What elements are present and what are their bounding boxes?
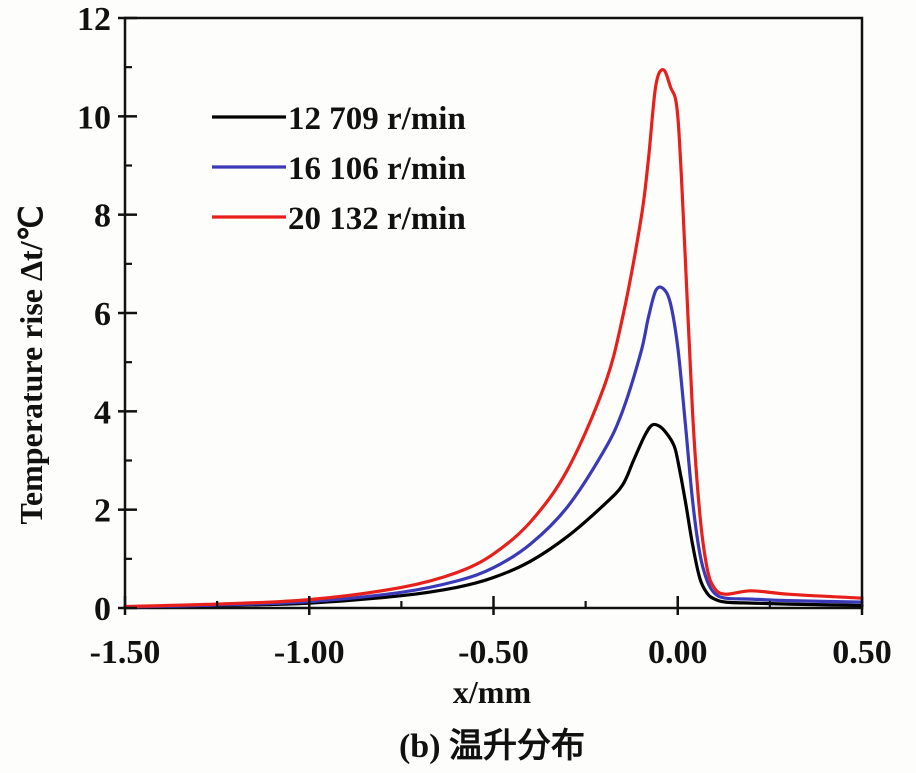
plot-frame xyxy=(123,16,864,610)
legend: 12 709 r/min 16 106 r/min 20 132 r/min xyxy=(212,101,466,237)
x-tick-label: 0.50 xyxy=(832,634,892,671)
x-tick-label: -1.00 xyxy=(274,634,345,671)
legend-label: 12 709 r/min xyxy=(288,101,466,137)
series-line-3 xyxy=(123,68,864,609)
series-line-2 xyxy=(123,285,864,609)
series-line-1 xyxy=(123,422,864,609)
y-tick-label: 6 xyxy=(94,296,111,333)
plot-area: -1.50 -1.00 -0.50 0.00 0.50 0 2 4 6 8 10 12 xyxy=(77,1,892,671)
legend-label: 20 132 r/min xyxy=(288,201,466,237)
y-tick-label: 4 xyxy=(94,394,111,431)
tick-layer: -1.50 -1.00 -0.50 0.00 0.50 0 2 4 6 8 10 12 xyxy=(77,1,892,671)
legend-label: 16 106 r/min xyxy=(288,151,466,187)
y-tick-label: 8 xyxy=(94,198,111,235)
figure-caption: (b) 温升分布 xyxy=(399,727,585,765)
x-axis-title: x/mm xyxy=(453,674,532,710)
x-tick-label: 0.00 xyxy=(648,634,708,671)
series-layer xyxy=(123,68,864,609)
y-axis-title: Temperature rise Δt/℃ xyxy=(13,205,49,524)
x-tick-label: -1.50 xyxy=(90,634,161,671)
y-tick-label: 10 xyxy=(77,99,111,136)
x-tick-label: -0.50 xyxy=(458,634,529,671)
y-tick-label: 12 xyxy=(77,1,111,38)
y-tick-label: 2 xyxy=(94,493,111,530)
y-tick-label: 0 xyxy=(94,591,111,628)
